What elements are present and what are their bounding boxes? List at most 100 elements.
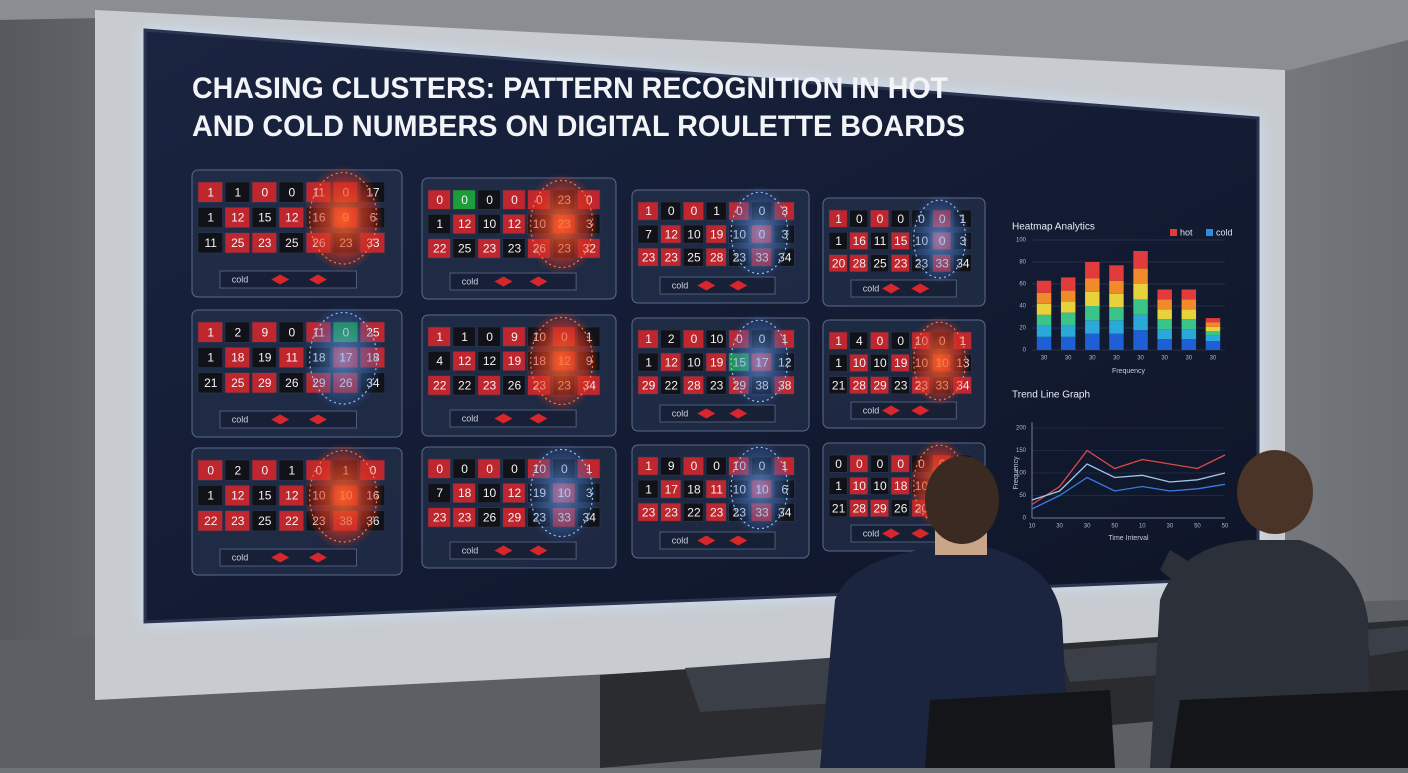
number-cell: [870, 331, 889, 350]
number-cell: [278, 372, 304, 394]
board-footer: [449, 409, 577, 428]
number-cell: [197, 347, 223, 368]
cluster-outline: [913, 199, 967, 279]
number-cell: [251, 321, 277, 343]
cell-number: 0: [897, 334, 904, 348]
cell-number: 10: [710, 332, 724, 346]
number-cell: [197, 181, 223, 203]
bar-segment: [1205, 331, 1221, 336]
number-cell: [637, 201, 659, 221]
cell-number: 28: [710, 250, 724, 264]
number-cell: [197, 485, 223, 506]
y-tick-label: 60: [1019, 282, 1026, 288]
cell-number: 1: [207, 211, 214, 225]
number-cell: [251, 510, 277, 532]
bar-segment: [1109, 320, 1124, 334]
bar-segment: [1085, 291, 1100, 306]
diamond-icon: [271, 414, 290, 425]
number-cell: [870, 499, 889, 518]
cell-number: 28: [853, 501, 867, 515]
number-cell: [477, 326, 501, 347]
cell-number: 28: [687, 378, 701, 392]
y-tick-label: 100: [1016, 238, 1027, 244]
cell-number: 0: [897, 457, 904, 471]
number-cell: [870, 209, 889, 228]
diamond-icon: [494, 413, 513, 424]
board-footer: [659, 531, 776, 550]
number-cell: [870, 353, 889, 372]
cell-number: 17: [665, 482, 679, 496]
diamond-icon: [911, 283, 930, 294]
diamond-icon: [529, 276, 548, 287]
bar-segment: [1060, 325, 1076, 337]
number-cell: [477, 189, 501, 210]
cell-number: 29: [508, 511, 522, 525]
cell-number: 1: [461, 330, 468, 344]
cell-number: 29: [258, 376, 272, 390]
cell-number: 26: [285, 376, 299, 390]
trend-line: [1031, 463, 1226, 501]
cluster-overlay: [303, 442, 384, 550]
board-footer: [449, 272, 577, 291]
number-cell: [849, 499, 869, 518]
x-tick-label: 30: [1161, 356, 1168, 362]
bar-segment: [1133, 268, 1148, 284]
cluster-outline: [913, 321, 967, 401]
number-cell: [197, 459, 223, 481]
number-cell: [452, 326, 476, 347]
board-footer: [449, 541, 577, 560]
cell-number: 12: [458, 354, 472, 368]
cell-number: 22: [665, 378, 679, 392]
number-cell: [705, 375, 727, 395]
number-cell: [251, 207, 277, 228]
x-tick-label: 10: [1139, 524, 1146, 530]
number-cell: [452, 483, 476, 504]
cell-number: 26: [508, 379, 522, 393]
cell-number: 0: [261, 463, 268, 477]
number-cell: [637, 479, 659, 499]
title-line: CHASING CLUSTERS: PATTERN RECOGNITION IN…: [192, 72, 948, 105]
number-cell: [224, 347, 250, 368]
bar-segment: [1205, 326, 1221, 332]
bar-segment: [1181, 299, 1197, 310]
number-cell: [427, 214, 451, 235]
x-tick-label: 30: [1210, 356, 1217, 362]
number-cell: [828, 476, 848, 495]
cell-number: 1: [645, 459, 652, 473]
bar-segment: [1060, 290, 1076, 302]
diamond-icon: [309, 414, 327, 425]
cell-number: 0: [897, 212, 904, 226]
number-cell: [452, 189, 476, 210]
number-cell: [890, 376, 910, 395]
bar-segment: [1133, 314, 1148, 331]
cell-number: 10: [873, 356, 887, 370]
x-tick-label: 50: [1194, 524, 1201, 530]
cell-number: 0: [877, 457, 884, 471]
x-tick-label: 30: [1041, 356, 1048, 362]
cell-number: 28: [853, 378, 867, 392]
number-cell: [637, 352, 659, 372]
cell-number: 0: [713, 459, 720, 473]
cell-number: 4: [436, 354, 443, 368]
x-tick-label: 30: [1084, 524, 1091, 530]
number-cell: [637, 456, 659, 476]
number-cell: [828, 353, 848, 372]
diamond-icon: [882, 528, 901, 539]
number-cell: [197, 207, 223, 228]
cell-number: 0: [668, 204, 675, 218]
bar-segment: [1085, 320, 1100, 334]
cell-number: 23: [710, 505, 724, 519]
number-cell: [849, 254, 869, 273]
x-tick-label: 30: [1065, 356, 1072, 362]
x-tick-label: 30: [1089, 356, 1096, 362]
number-cell: [278, 181, 304, 203]
y-tick-label: 80: [1019, 260, 1026, 266]
cell-number: 28: [853, 256, 867, 270]
cell-number: 25: [873, 256, 887, 270]
cell-number: 0: [691, 204, 698, 218]
cell-number: 22: [285, 514, 299, 528]
board-label: cold: [232, 414, 249, 424]
y-tick-label: 0: [1023, 516, 1027, 522]
cell-number: 1: [645, 355, 652, 369]
number-cell: [828, 209, 848, 228]
